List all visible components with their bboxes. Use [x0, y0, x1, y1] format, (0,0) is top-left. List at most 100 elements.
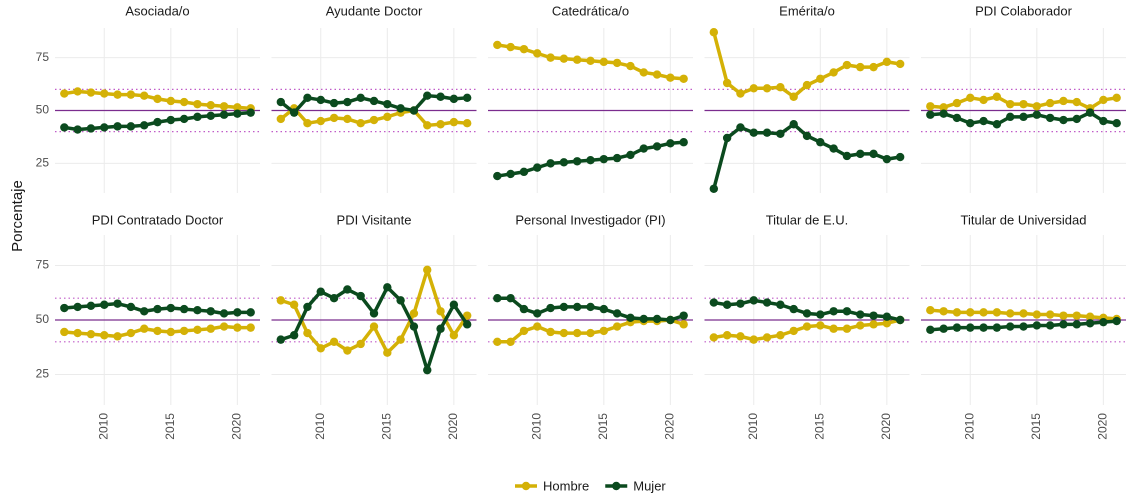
point — [493, 337, 502, 346]
point — [572, 157, 582, 166]
point — [219, 110, 229, 119]
point — [246, 323, 255, 332]
point — [1072, 311, 1081, 320]
point — [233, 323, 242, 332]
point — [303, 302, 312, 312]
point — [789, 120, 798, 129]
point — [626, 313, 635, 323]
point — [316, 344, 325, 353]
point — [436, 120, 445, 129]
point — [73, 87, 82, 96]
point — [100, 331, 109, 340]
point — [409, 106, 419, 115]
point — [709, 184, 719, 193]
point — [829, 307, 838, 316]
point — [572, 55, 582, 64]
point — [546, 159, 555, 168]
point — [100, 123, 109, 132]
point — [816, 321, 825, 330]
point — [383, 283, 392, 292]
point — [206, 307, 215, 316]
point — [1045, 98, 1055, 108]
point — [612, 58, 622, 68]
y-tick-label: 25 — [36, 367, 50, 381]
point — [736, 299, 745, 308]
point — [1099, 116, 1108, 126]
point — [736, 89, 745, 98]
point — [1059, 311, 1068, 320]
point — [506, 169, 515, 179]
point — [709, 28, 719, 37]
point — [289, 108, 299, 117]
point — [992, 92, 1002, 101]
point — [1072, 320, 1081, 329]
point — [519, 44, 529, 54]
x-tick-label: 2015 — [596, 413, 610, 440]
point — [303, 328, 312, 338]
point — [1005, 99, 1015, 109]
point — [652, 70, 662, 79]
point — [316, 287, 325, 296]
point — [749, 84, 758, 93]
point — [193, 325, 202, 335]
point — [233, 109, 242, 118]
point — [179, 326, 189, 336]
point — [952, 308, 962, 317]
point — [506, 42, 515, 52]
point — [343, 114, 352, 124]
point — [369, 115, 379, 125]
point — [679, 138, 688, 147]
point — [546, 53, 555, 62]
point — [289, 300, 299, 309]
point — [639, 144, 648, 153]
point — [802, 131, 812, 141]
point — [599, 304, 609, 314]
point — [1005, 112, 1015, 122]
point — [449, 331, 459, 340]
point — [449, 300, 459, 309]
point — [506, 337, 515, 346]
point — [60, 327, 69, 337]
point — [153, 117, 162, 127]
panel-title: Personal Investigador (PI) — [515, 212, 665, 227]
x-tick-label: 2020 — [879, 413, 893, 440]
point — [776, 129, 785, 138]
point — [1019, 322, 1028, 331]
point — [1085, 312, 1095, 321]
x-tick-label: 2020 — [663, 413, 677, 440]
point — [246, 308, 255, 317]
point — [559, 328, 569, 338]
point — [179, 97, 189, 107]
point — [1005, 309, 1015, 318]
point — [369, 96, 379, 106]
point — [1045, 321, 1055, 330]
point — [100, 300, 109, 309]
point — [952, 98, 962, 108]
x-tick-label: 2010 — [96, 413, 110, 440]
x-tick-label: 2010 — [529, 413, 543, 440]
point — [586, 302, 595, 312]
legend-point — [521, 481, 531, 491]
point — [423, 121, 432, 130]
point — [369, 322, 379, 331]
point — [206, 324, 215, 333]
point — [73, 328, 82, 338]
panel-title: PDI Colaborador — [975, 3, 1072, 18]
point — [626, 150, 635, 160]
point — [789, 92, 798, 101]
point — [423, 365, 432, 375]
point — [383, 112, 392, 122]
point — [303, 118, 312, 128]
point — [926, 305, 935, 315]
point — [992, 120, 1002, 129]
point — [559, 158, 569, 167]
point — [1032, 321, 1042, 330]
point — [816, 74, 825, 83]
point — [829, 324, 838, 333]
point — [626, 61, 635, 71]
point — [869, 320, 878, 329]
point — [856, 62, 865, 72]
point — [493, 294, 502, 303]
point — [462, 118, 472, 128]
point — [679, 320, 688, 329]
